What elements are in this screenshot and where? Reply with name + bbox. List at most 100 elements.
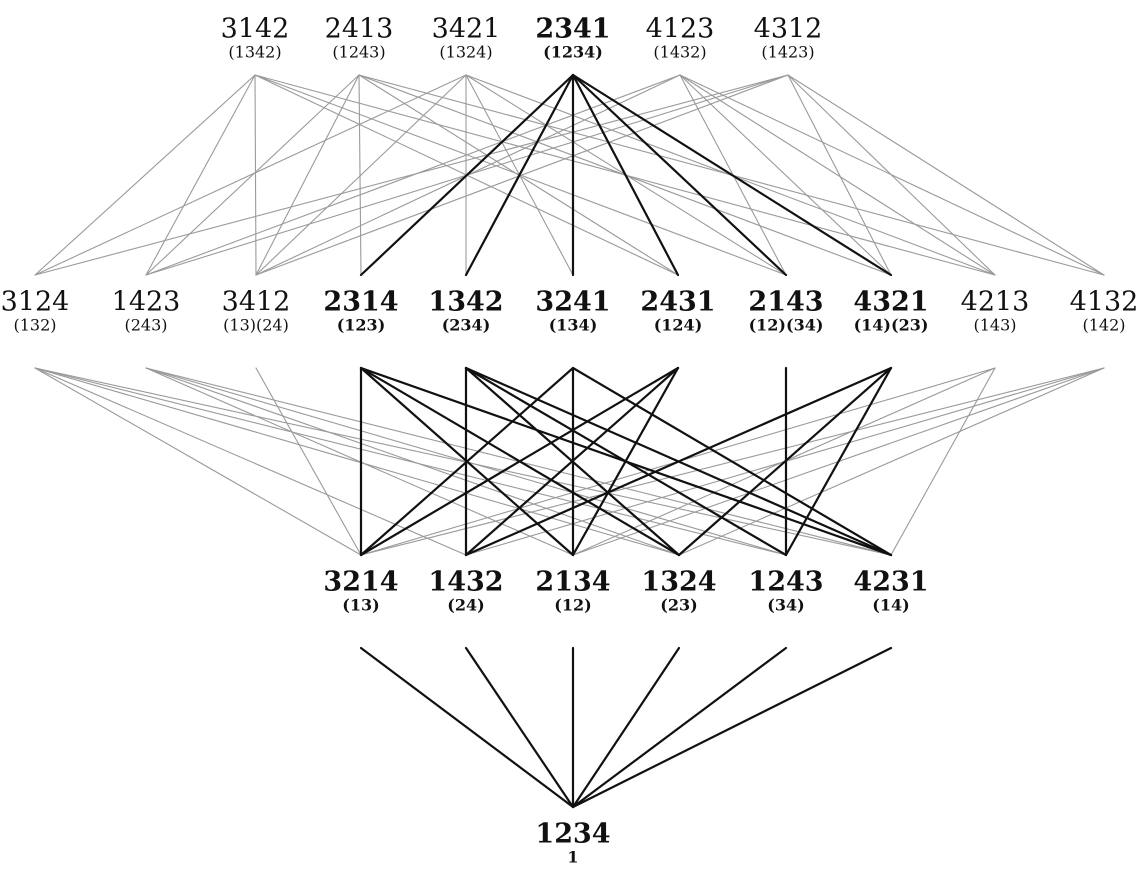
node-2134: 2134(12) <box>535 567 610 615</box>
edge-2413-3412 <box>255 74 360 276</box>
edge-1234-1243 <box>571 646 788 809</box>
node-cycle-4321: (14)(23) <box>854 316 929 335</box>
node-label-3421: 3421 <box>432 14 501 45</box>
edge-1234-1432 <box>464 646 575 809</box>
node-label-1234: 1234 <box>535 819 610 850</box>
node-1324: 1324(23) <box>641 567 716 615</box>
node-2143: 2143(12)(34) <box>748 287 823 335</box>
node-label-2134: 2134 <box>535 567 610 598</box>
node-label-4312: 4312 <box>754 14 823 45</box>
edge-1234-1324 <box>571 646 681 809</box>
edge-1234-4231 <box>571 646 893 809</box>
edge-1324-3124 <box>34 367 680 556</box>
edge-4312-4321 <box>787 74 892 276</box>
edge-4123-4213 <box>679 74 996 276</box>
edge-4231-3241 <box>571 366 893 557</box>
node-label-2143: 2143 <box>748 287 823 318</box>
node-cycle-2143: (12)(34) <box>749 316 824 335</box>
node-2431: 2431(124) <box>640 287 715 335</box>
node-cycle-1342: (234) <box>442 316 491 335</box>
node-label-1324: 1324 <box>641 567 716 598</box>
node-1432: 1432(24) <box>428 567 503 615</box>
node-label-2341: 2341 <box>535 14 610 45</box>
edge-4231-1342 <box>464 366 893 557</box>
edge-1432-3124 <box>34 367 467 556</box>
edge-layer <box>34 73 1105 809</box>
node-label-3214: 3214 <box>323 567 398 598</box>
node-label-3241: 3241 <box>535 287 610 318</box>
node-2341: 2341(1234) <box>535 14 610 62</box>
node-label-1432: 1432 <box>428 567 503 598</box>
node-3412: 3412(13)(24) <box>222 287 291 335</box>
edge-2341-2143 <box>571 73 788 277</box>
node-4321: 4321(14)(23) <box>853 287 928 335</box>
node-cycle-3124: (132) <box>13 316 56 335</box>
edge-2341-2431 <box>571 73 680 277</box>
edge-1243-4321 <box>784 366 893 557</box>
node-2413: 2413(1243) <box>325 14 394 62</box>
node-3124: 3124(132) <box>1 287 70 335</box>
node-label-4132: 4132 <box>1070 287 1139 318</box>
node-3214: 3214(13) <box>323 567 398 615</box>
node-cycle-4123: (1432) <box>653 43 706 62</box>
edge-4123-4321 <box>679 74 892 276</box>
edge-3142-1423 <box>145 74 256 276</box>
edge-1234-3214 <box>359 646 575 809</box>
node-cycle-4312: (1423) <box>761 43 814 62</box>
edge-4312-3124 <box>34 74 789 276</box>
edge-3214-3412 <box>255 367 362 556</box>
node-4213: 4213(143) <box>961 287 1030 335</box>
edge-1324-2314 <box>359 366 681 557</box>
edge-4231-2314 <box>359 366 893 557</box>
node-1243: 1243(34) <box>748 567 823 615</box>
node-1342: 1342(234) <box>428 287 503 335</box>
node-cycle-1243: (34) <box>767 596 804 615</box>
edge-2413-1423 <box>145 74 360 276</box>
node-label-3412: 3412 <box>222 287 291 318</box>
edge-3421-3412 <box>255 74 467 276</box>
edge-4231-3124 <box>34 367 892 556</box>
edge-2413-2314 <box>358 74 362 276</box>
node-label-4231: 4231 <box>853 567 928 598</box>
edge-2341-4321 <box>571 73 893 277</box>
edge-4312-4132 <box>787 74 1105 276</box>
edge-3142-3412 <box>254 74 257 276</box>
node-cycle-3142: (1342) <box>228 43 281 62</box>
edge-2341-1342 <box>464 73 575 277</box>
node-cycle-2314: (123) <box>337 316 386 335</box>
node-cycle-1432: (24) <box>447 596 484 615</box>
edge-3142-3124 <box>34 74 256 276</box>
edge-1243-3124 <box>34 367 787 556</box>
node-label-2413: 2413 <box>325 14 394 45</box>
node-1423: 1423(243) <box>112 287 181 335</box>
edge-2134-2314 <box>359 366 575 557</box>
node-4123: 4123(1432) <box>646 14 715 62</box>
node-layer: 3142(1342) 2413(1243) 3421(1324) 2341(1234)… <box>1 14 1139 867</box>
edge-3214-3124 <box>34 367 362 556</box>
edge-2341-2314 <box>359 73 575 277</box>
node-3421: 3421(1324) <box>432 14 501 62</box>
node-3241: 3241(134) <box>535 287 610 335</box>
edge-4312-3412 <box>255 74 789 276</box>
node-label-1423: 1423 <box>112 287 181 318</box>
node-label-3142: 3142 <box>221 14 290 45</box>
node-label-2431: 2431 <box>640 287 715 318</box>
edge-4231-4213 <box>890 367 996 556</box>
node-label-4321: 4321 <box>853 287 928 318</box>
node-cycle-2134: (12) <box>554 596 591 615</box>
node-label-1342: 1342 <box>428 287 503 318</box>
node-cycle-3421: (1324) <box>439 43 492 62</box>
node-label-4123: 4123 <box>646 14 715 45</box>
node-2314: 2314(123) <box>323 287 398 335</box>
node-cycle-4231: (14) <box>872 596 909 615</box>
edge-1324-4132 <box>678 367 1105 556</box>
edge-4312-4213 <box>787 74 996 276</box>
node-cycle-1423: (243) <box>124 316 167 335</box>
node-4231: 4231(14) <box>853 567 928 615</box>
edge-1324-1342 <box>464 366 681 557</box>
node-cycle-3214: (13) <box>342 596 379 615</box>
node-cycle-3412: (13)(24) <box>223 316 289 335</box>
node-label-4213: 4213 <box>961 287 1030 318</box>
node-label-3124: 3124 <box>1 287 70 318</box>
